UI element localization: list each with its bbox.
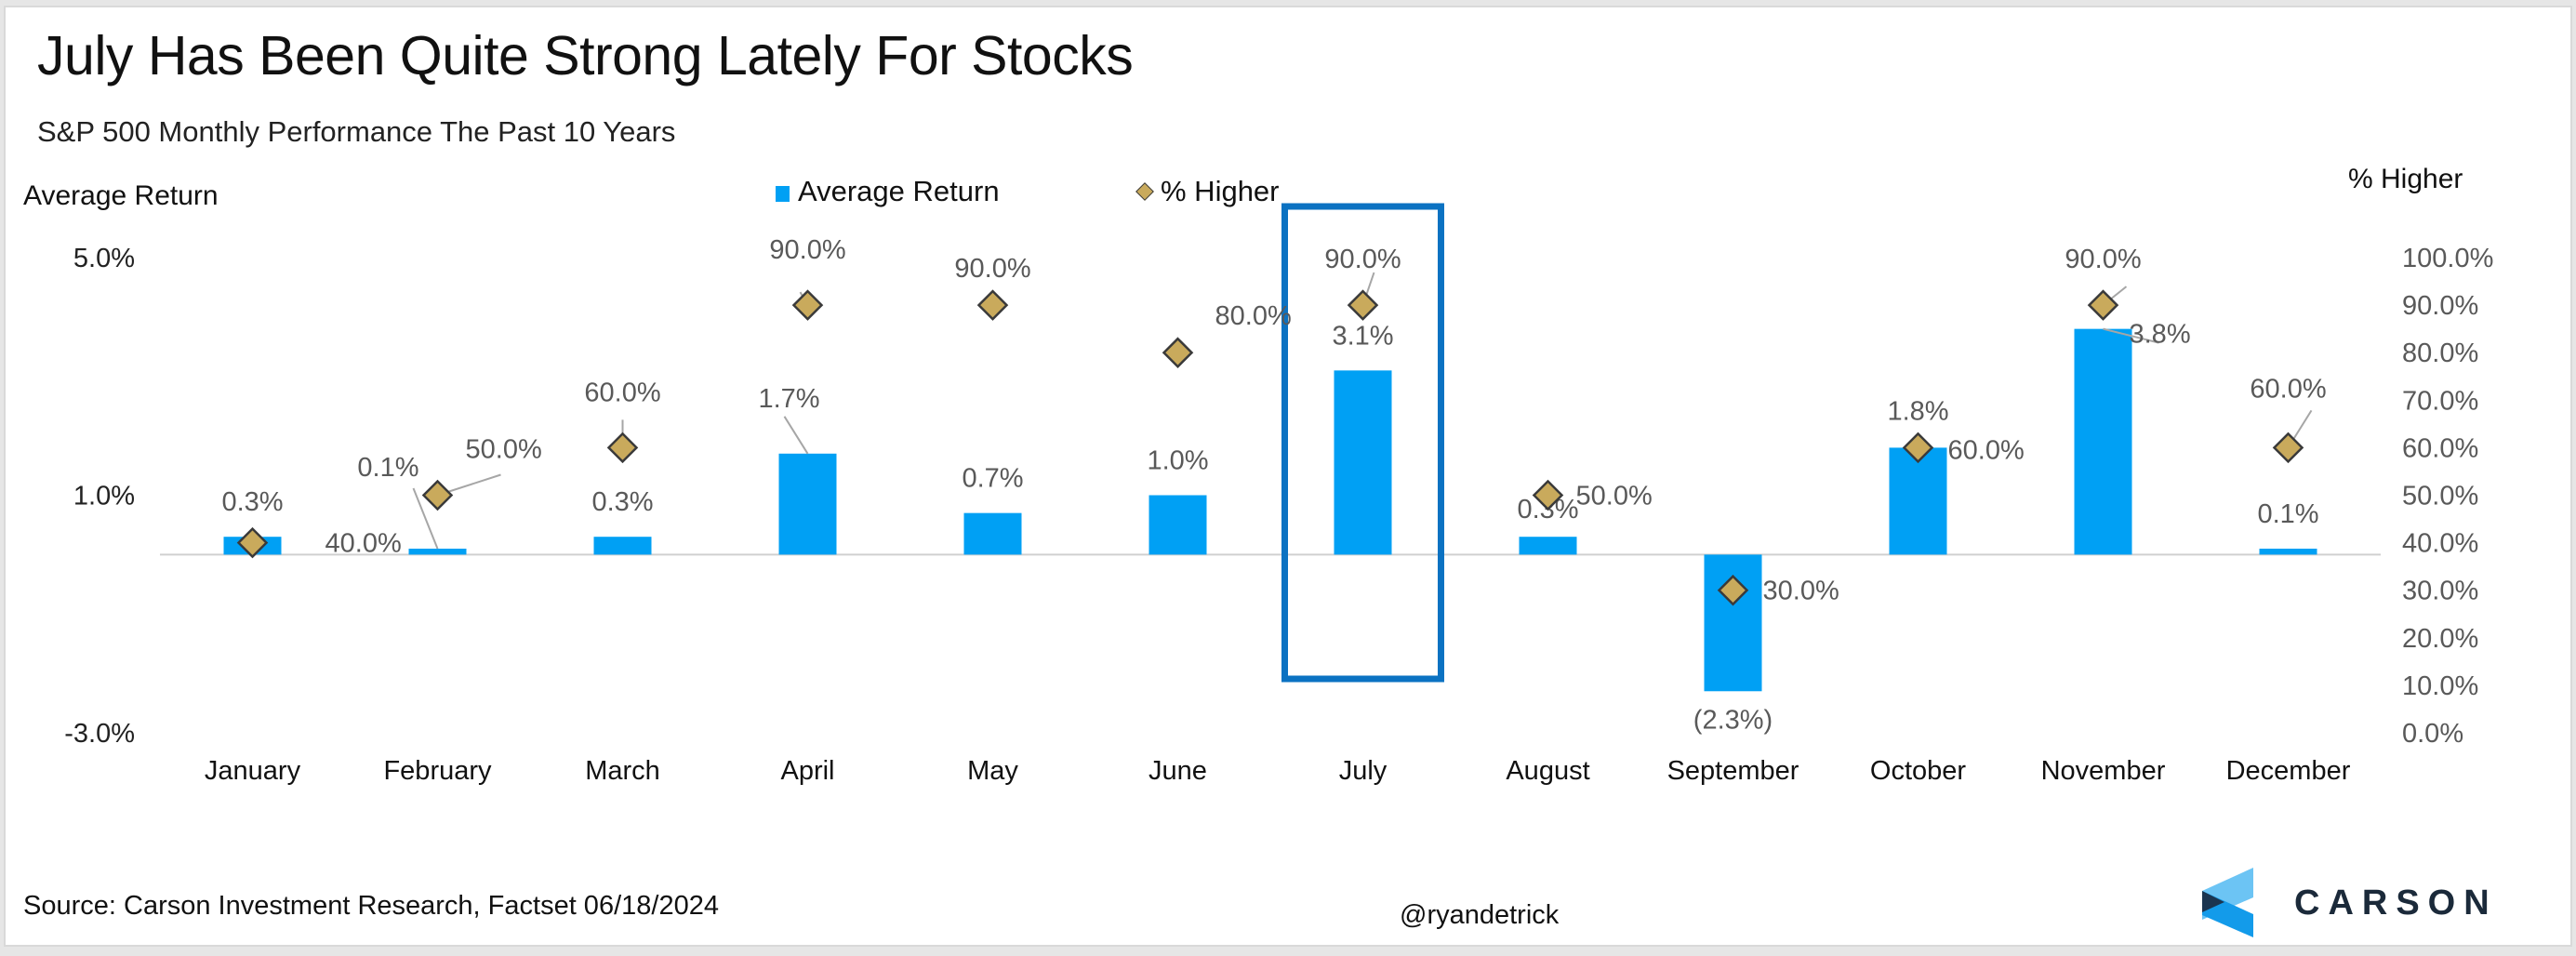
legend-item-average-return: Average Return bbox=[776, 175, 1000, 208]
point-data-label: 40.0% bbox=[325, 529, 402, 559]
point-data-label: 50.0% bbox=[1576, 482, 1653, 511]
legend-label-pct-higher: % Higher bbox=[1161, 175, 1280, 207]
carson-logo-text: CARSON bbox=[2294, 883, 2498, 923]
bar-average-return bbox=[2074, 328, 2132, 555]
bar-average-return bbox=[1334, 370, 1392, 555]
right-axis-tick-label: 30.0% bbox=[2402, 577, 2478, 606]
bar-average-return bbox=[2259, 548, 2317, 555]
bar-data-label: 1.7% bbox=[758, 384, 819, 414]
point-data-label: 60.0% bbox=[1948, 435, 2025, 465]
right-axis-tick-label: 10.0% bbox=[2402, 671, 2478, 701]
left-axis-tick-label: 1.0% bbox=[73, 482, 135, 511]
point-data-label: 80.0% bbox=[1215, 301, 1292, 331]
right-axis-tick-label: 70.0% bbox=[2402, 386, 2478, 416]
bar-average-return bbox=[408, 548, 467, 555]
right-axis-tick-label: 50.0% bbox=[2402, 482, 2478, 511]
x-axis-tick-label: October bbox=[1870, 756, 1966, 786]
bar-data-label: 1.8% bbox=[1887, 396, 1948, 426]
point-data-label: 60.0% bbox=[2250, 374, 2326, 404]
diamond-marker-pct-higher bbox=[421, 479, 454, 511]
right-axis-tick-label: 80.0% bbox=[2402, 339, 2478, 368]
point-data-label: 90.0% bbox=[954, 254, 1030, 284]
diamond-marker-pct-higher bbox=[1532, 479, 1564, 511]
legend-label-average-return: Average Return bbox=[798, 175, 1000, 207]
left-axis-tick-label: 5.0% bbox=[73, 244, 135, 273]
right-axis-tick-label: 20.0% bbox=[2402, 624, 2478, 654]
bar-label-leader-line bbox=[783, 416, 809, 455]
x-axis-tick-label: December bbox=[2226, 756, 2351, 786]
point-data-label: 30.0% bbox=[1763, 577, 1839, 606]
x-axis-tick-label: June bbox=[1149, 756, 1207, 786]
chart-subtitle: S&P 500 Monthly Performance The Past 10 … bbox=[37, 115, 676, 148]
diamond-marker-pct-higher bbox=[236, 526, 269, 559]
point-data-label: 60.0% bbox=[584, 378, 660, 407]
diamond-marker-pct-higher bbox=[2272, 432, 2304, 464]
bar-average-return bbox=[1519, 537, 1577, 555]
right-axis-tick-label: 90.0% bbox=[2402, 291, 2478, 321]
point-data-label: 90.0% bbox=[769, 235, 845, 265]
diamond-marker-pct-higher bbox=[1162, 337, 1194, 368]
legend-item-pct-higher: % Higher bbox=[1135, 175, 1280, 208]
diamond-marker-pct-higher bbox=[976, 289, 1009, 321]
bar-data-label: 0.1% bbox=[2257, 499, 2318, 529]
right-axis-tick-label: 40.0% bbox=[2402, 529, 2478, 559]
x-axis-tick-label: May bbox=[967, 756, 1018, 786]
right-axis-tick-label: 100.0% bbox=[2402, 244, 2493, 273]
diamond-marker-pct-higher bbox=[1347, 289, 1379, 321]
bar-data-label: 3.8% bbox=[2130, 320, 2191, 350]
source-note: Source: Carson Investment Research, Fact… bbox=[23, 891, 719, 921]
bar-data-label: 3.1% bbox=[1332, 321, 1393, 351]
diamond-marker-pct-higher bbox=[2087, 289, 2119, 321]
bar-average-return bbox=[963, 512, 1022, 555]
x-axis-tick-label: January bbox=[205, 756, 301, 786]
x-axis-tick-label: April bbox=[780, 756, 834, 786]
x-axis-tick-label: March bbox=[585, 756, 660, 786]
right-axis-title: % Higher bbox=[2348, 164, 2463, 194]
x-axis-tick-label: August bbox=[1506, 756, 1589, 786]
left-axis-tick-label: -3.0% bbox=[64, 719, 135, 749]
diamond-marker-pct-higher bbox=[1717, 574, 1749, 606]
right-axis-tick-label: 60.0% bbox=[2402, 433, 2478, 463]
author-handle: @ryandetrick bbox=[1400, 900, 1560, 930]
bar-average-return bbox=[1149, 495, 1207, 555]
diamond-marker-pct-higher bbox=[1902, 432, 1934, 464]
highlight-box-july bbox=[1281, 203, 1444, 683]
left-axis-title: Average Return bbox=[23, 180, 219, 211]
x-axis-tick-label: September bbox=[1667, 756, 1799, 786]
diamond-marker-pct-higher bbox=[791, 289, 824, 321]
x-axis-tick-label: February bbox=[383, 756, 492, 786]
diamond-marker-pct-higher bbox=[606, 432, 639, 464]
bar-average-return bbox=[1889, 447, 1947, 555]
bar-data-label: 0.3% bbox=[591, 487, 653, 517]
bar-data-label: 0.1% bbox=[357, 453, 418, 483]
bar-data-label: 1.0% bbox=[1147, 446, 1208, 476]
bar-label-leader-line bbox=[412, 487, 439, 550]
x-axis-tick-label: July bbox=[1339, 756, 1388, 786]
bar-data-label: 0.7% bbox=[962, 464, 1023, 494]
point-data-label: 90.0% bbox=[1324, 245, 1401, 274]
right-axis-tick-label: 0.0% bbox=[2402, 719, 2463, 749]
x-axis-tick-label: November bbox=[2041, 756, 2166, 786]
bar-average-return bbox=[778, 453, 837, 555]
bar-label-leader-line bbox=[2103, 327, 2159, 344]
chart-title: July Has Been Quite Strong Lately For St… bbox=[37, 25, 1134, 86]
bar-data-label: (2.3%) bbox=[1693, 705, 1773, 735]
point-data-label: 50.0% bbox=[466, 435, 542, 465]
bar-average-return bbox=[593, 537, 652, 555]
legend-square-icon bbox=[776, 186, 790, 202]
bar-data-label: 0.3% bbox=[221, 487, 283, 517]
point-data-label: 90.0% bbox=[2065, 245, 2141, 274]
